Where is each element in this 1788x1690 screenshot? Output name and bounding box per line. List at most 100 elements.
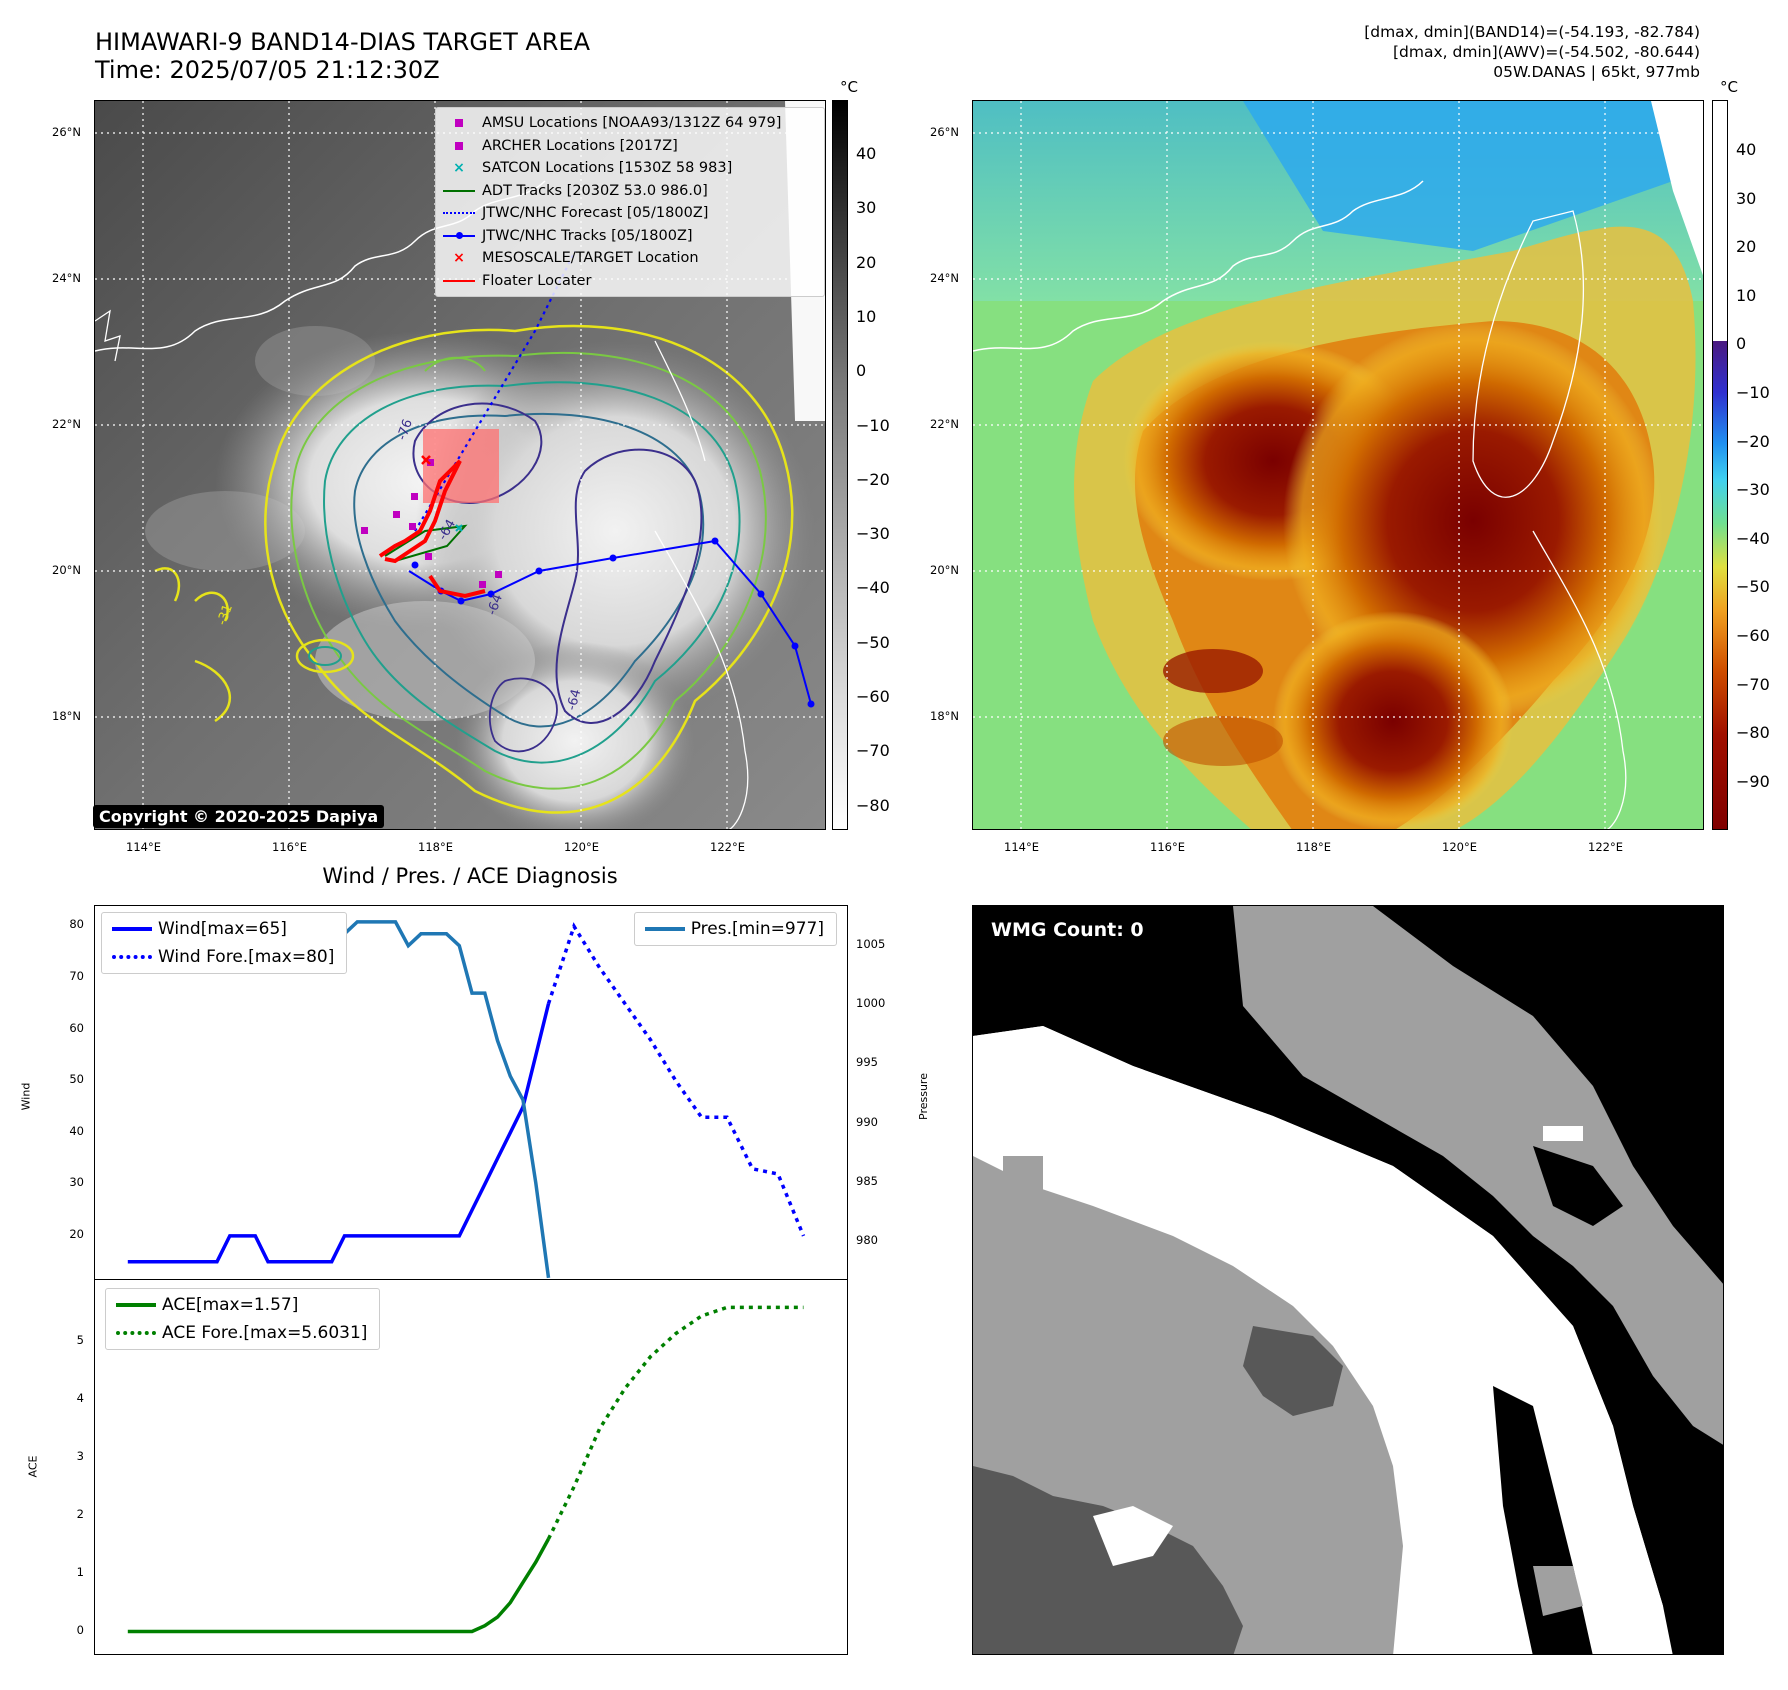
colorbar-tick-label: 20 [856, 252, 877, 272]
colorbar-tick-label: 30 [1736, 188, 1757, 208]
lon-label: 122°E [1588, 840, 1623, 854]
lon-label: 116°E [1150, 840, 1185, 854]
colorbar-tick-label: 10 [1736, 285, 1757, 305]
lon-label: 118°E [418, 840, 453, 854]
colorbar-tick-label: −70 [1736, 674, 1770, 694]
axis-tick-label: 40 [69, 1123, 84, 1138]
wmg-count-badge: WMG Count: 0 [984, 916, 1151, 944]
lat-label: 22°N [930, 417, 959, 431]
colorbar-tick-label: −60 [856, 687, 890, 706]
colorbar-tick-label: 20 [1736, 237, 1757, 257]
lon-label: 122°E [710, 840, 745, 854]
axis-tick-label: 50 [69, 1072, 84, 1087]
lat-label: 18°N [930, 709, 959, 723]
legend-item-mesoscale: × MESOSCALE/TARGET Location [453, 250, 699, 267]
lat-label: 20°N [52, 563, 81, 577]
colorbar-tick-label: −40 [1736, 528, 1770, 548]
legend-ace-fore: ACE Fore.[max=5.6031] [110, 1319, 375, 1347]
contour-label: -76 [395, 417, 416, 442]
colorbar-tick-label: 30 [856, 198, 877, 218]
axis-tick-label: 30 [69, 1175, 84, 1190]
axis-tick-label: 20 [69, 1226, 84, 1241]
colorbar-tick-label: −80 [856, 795, 890, 815]
wmg-panel [972, 905, 1724, 1655]
lat-label: 18°N [52, 709, 81, 723]
axis-tick-label: 1005 [856, 936, 886, 951]
axis-tick-label: 80 [69, 917, 84, 932]
ir-map-panel: -76 -64 -64 -64 -31 AMSU Locations [NOAA… [94, 100, 826, 830]
legend-ace: ACE[max=1.57] [110, 1291, 375, 1319]
colorbar-tick-label: −30 [1736, 480, 1770, 500]
axis-tick-label: 60 [69, 1020, 84, 1035]
colorbar-tick-label: −30 [856, 524, 890, 544]
diagnosis-title: Wind / Pres. / ACE Diagnosis [322, 864, 618, 888]
axis-tick-label: 0 [76, 1622, 84, 1637]
color-ir-colorbar [1712, 100, 1728, 830]
ace-panel: ACE[max=1.57] ACE Fore.[max=5.6031] [94, 1279, 848, 1655]
colorbar-tick-label: −20 [856, 469, 890, 489]
axis-tick-label: 995 [856, 1055, 878, 1070]
lon-label: 116°E [272, 840, 307, 854]
colorbar-tick-label: 0 [1736, 334, 1747, 354]
legend-item-floater: Floater Locater [436, 270, 824, 293]
axis-tick-label: 1 [76, 1564, 84, 1579]
info-awv: [dmax, dmin](AWV)=(-54.502, -80.644) [1393, 43, 1700, 61]
axis-tick-label: 2 [76, 1506, 84, 1521]
info-storm: 05W.DANAS | 65kt, 977mb [1493, 63, 1700, 81]
ace-legend: ACE[max=1.57] ACE Fore.[max=5.6031] [105, 1288, 381, 1350]
contour-label: -31 [215, 602, 236, 627]
colorbar-tick-label: 10 [856, 306, 877, 326]
lat-label: 24°N [52, 271, 81, 285]
wind-series-1 [546, 922, 806, 1237]
diagnostic-info: [dmax, dmin](BAND14)=(-54.193, -82.784) … [1364, 22, 1700, 82]
ir-colorbar [832, 100, 848, 830]
colorbar-tick-label: 40 [1736, 140, 1757, 159]
colorbar-tick-label: −60 [1736, 626, 1770, 645]
wind-ylabel: Wind [19, 1082, 33, 1111]
colorbar-tick-label: 40 [856, 144, 877, 163]
lon-label: 114°E [1004, 840, 1039, 854]
colorbar-tick-label: −50 [856, 632, 890, 652]
axis-tick-label: 4 [76, 1390, 84, 1405]
wind-series-0 [127, 1003, 551, 1264]
colorbar-tick-label: −70 [856, 741, 890, 761]
lat-label: 24°N [930, 271, 959, 285]
colorbar-tick-label: −10 [856, 415, 890, 435]
ace-plot [127, 1305, 804, 1634]
lat-label: 26°N [930, 125, 959, 139]
colorbar-tick-label: −90 [1736, 771, 1770, 791]
pressure-series-0 [127, 919, 551, 1279]
figure-title: HIMAWARI-9 BAND14-DIAS TARGET AREA Time: … [95, 28, 591, 84]
lat-label: 22°N [52, 417, 81, 431]
lon-label: 114°E [126, 840, 161, 854]
colorbar-tick-label: −80 [1736, 723, 1770, 743]
wmg-canvas [973, 906, 1723, 1654]
legend-item-forecast: JTWC/NHC Forecast [05/1800Z] [436, 202, 824, 225]
axis-tick-label: 70 [69, 968, 84, 983]
lon-label: 120°E [564, 840, 599, 854]
axis-tick-label: 3 [76, 1448, 84, 1463]
legend-item-satcon: × SATCON Locations [1530Z 58 983] [453, 160, 733, 177]
copyright-badge: Copyright © 2020-2025 Dapiya [93, 805, 385, 828]
pressure-ylabel: Pressure [916, 1073, 930, 1120]
ace-ylabel: ACE [26, 1455, 40, 1478]
legend-item-amsu: AMSU Locations [NOAA93/1312Z 64 979] [436, 112, 824, 135]
colorbar-tick-label: −20 [1736, 431, 1770, 451]
lat-label: 20°N [930, 563, 959, 577]
axis-tick-label: 985 [856, 1174, 878, 1188]
axis-tick-label: 5 [76, 1333, 84, 1348]
contour-label: -64 [485, 592, 506, 617]
lon-label: 118°E [1296, 840, 1331, 854]
axis-tick-label: 980 [856, 1233, 878, 1248]
colorbar-tick-label: −50 [1736, 577, 1770, 597]
legend-wind-fore: Wind Fore.[max=80] [106, 943, 342, 971]
axis-tick-label: 1000 [856, 996, 886, 1010]
legend-item-jtwc-tracks: JTWC/NHC Tracks [05/1800Z] [436, 225, 824, 248]
lon-label: 120°E [1442, 840, 1477, 854]
wind-legend: Wind[max=65] Wind Fore.[max=80] [101, 912, 348, 974]
lat-label: 26°N [52, 125, 81, 139]
colorbar-tick-label: −10 [1736, 383, 1770, 402]
right-cbar-unit: °C [1720, 78, 1738, 96]
axis-tick-label: 990 [856, 1114, 878, 1129]
ace-series-1 [546, 1305, 804, 1540]
